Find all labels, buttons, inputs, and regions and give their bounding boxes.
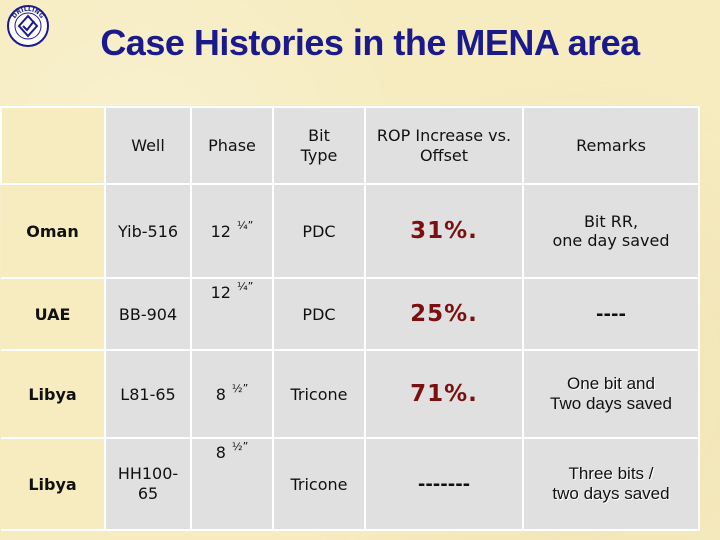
bit-type-cell: PDC [272,277,366,351]
rop-cell: ------- [364,437,524,531]
remarks-cell: One bit and Two days saved [522,349,700,439]
well-cell: HH100-65 [104,437,192,531]
column-header-remarks: Remarks [522,106,700,185]
rop-cell: 31%. [364,183,524,279]
country-cell: Libya [1,349,106,439]
table-row: Libya HH100-65 8 ½” Tricone ------- Three… [1,437,700,531]
remarks-cell: Three bits / two days saved [522,437,700,531]
country-cell: UAE [1,277,106,351]
phase-cell: 8 ½” [190,437,274,531]
column-header-well: Well [104,106,192,185]
remarks-cell: ---- [522,277,700,351]
bit-type-cell: PDC [272,183,366,279]
page-title: Case Histories in the MENA area [100,22,640,63]
table-row: UAE BB-904 12 ¼” PDC 25%. ---- [1,277,700,351]
case-histories-table: Well Phase Bit Type ROP Increase vs. Off… [0,106,700,531]
phase-cell: 12 ¼” [190,183,274,279]
rop-cell: 71%. [364,349,524,439]
country-cell: Oman [1,183,106,279]
table-header-row: Well Phase Bit Type ROP Increase vs. Off… [0,106,700,185]
phase-cell: 8 ½” [190,349,274,439]
well-cell: BB-904 [104,277,192,351]
column-header-bit-type: Bit Type [272,106,366,185]
column-header-rop: ROP Increase vs. Offset [364,106,524,185]
remarks-cell: Bit RR, one day saved [522,183,700,279]
bit-type-cell: Tricone [272,349,366,439]
phase-cell: 12 ¼” [190,277,274,351]
well-cell: L81-65 [104,349,192,439]
table-row: Oman Yib-516 12 ¼” PDC 31%. Bit RR, one da… [1,183,700,279]
well-cell: Yib-516 [104,183,192,279]
rop-cell: 25%. [364,277,524,351]
bit-type-cell: Tricone [272,437,366,531]
header-corner [0,106,105,184]
country-cell: Libya [1,437,106,531]
company-seal-icon: DRILLING [7,5,49,47]
column-header-phase: Phase [190,106,274,185]
table-row: Libya L81-65 8 ½” Tricone 71%. One bit an… [1,349,700,439]
